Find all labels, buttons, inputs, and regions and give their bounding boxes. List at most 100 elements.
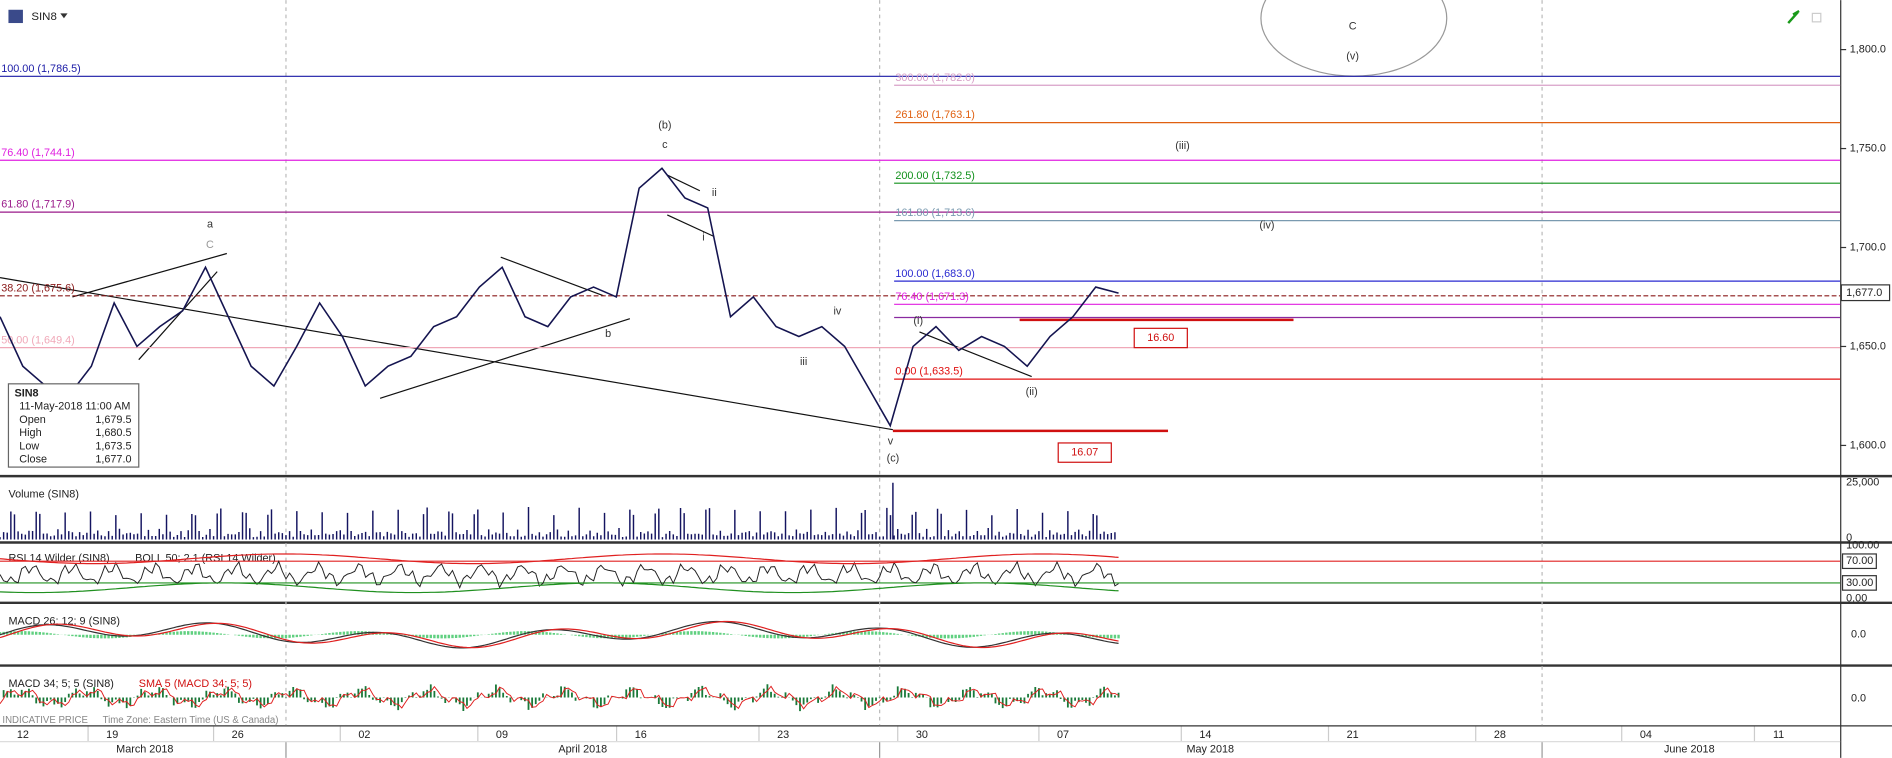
macd-line	[0, 620, 1119, 649]
timezone: Time Zone: Eastern Time (US & Canada)	[103, 715, 279, 726]
fib-level-label: 76.40 (1,744.1)	[1, 147, 75, 159]
fib-level-label: 300.00 (1,782.0)	[895, 72, 975, 84]
symbol-icon[interactable]	[8, 9, 23, 24]
boll-lower	[0, 582, 1119, 594]
fib-level-label: 261.80 (1,763.1)	[895, 109, 975, 121]
trend-lines	[0, 174, 1032, 431]
x-month-label: April 2018	[558, 743, 607, 755]
level-box-label: 16.07	[1071, 446, 1098, 458]
symbol-selector[interactable]: SIN8	[31, 11, 56, 23]
month-dividers	[285, 0, 1543, 726]
price-line	[0, 167, 1119, 428]
price-tick-label: 1,750.0	[1850, 142, 1886, 154]
x-day-label: 16	[635, 729, 647, 741]
x-day-label: 07	[1057, 729, 1069, 741]
ohlc-box	[7, 383, 140, 468]
wave-label: iii	[800, 356, 807, 368]
x-day-label: 04	[1640, 729, 1652, 741]
price-tick-label: 1,700.0	[1850, 241, 1886, 253]
price-tick-label: 1,600.0	[1850, 439, 1886, 451]
x-day-label: 30	[916, 729, 928, 741]
panel-overlay-title: SMA 5 (MACD 34; 5; 5)	[139, 678, 252, 690]
ohlc-field: Low	[19, 440, 39, 452]
panel-axis-label: 0.00	[1846, 592, 1867, 604]
x-day-label: 09	[496, 729, 508, 741]
panel-axis-label: 70.00	[1846, 555, 1873, 567]
panel-axis-label: 0	[1846, 532, 1852, 544]
last-price-tag	[1840, 284, 1891, 302]
fib-level-label: 200.00 (1,732.5)	[895, 170, 975, 182]
fib-level-label: 38.20 (1,675.6)	[1, 282, 75, 294]
x-month-label: May 2018	[1186, 743, 1234, 755]
ohlc-value: 1,673.5	[95, 440, 131, 452]
wave-label: (b)	[658, 119, 671, 131]
x-day-label: 02	[358, 729, 370, 741]
fib-level-label: 76.40 (1,671.3)	[895, 291, 969, 303]
wave-label: (i)	[913, 315, 923, 327]
ohlc-value: 1,677.0	[95, 454, 131, 466]
wave-label: a	[207, 218, 214, 230]
panel-title: MACD 34; 5; 5 (SIN8)	[8, 678, 113, 690]
wave-label: iv	[833, 305, 841, 317]
panel-title: MACD 26; 12; 9 (SIN8)	[8, 615, 120, 627]
wave-label: C	[1349, 21, 1357, 33]
x-month-label: June 2018	[1664, 743, 1715, 755]
draw-tool-icon[interactable]	[1787, 9, 1800, 24]
volume-bars	[0, 482, 1116, 540]
fib-level-label: 100.00 (1,786.5)	[1, 63, 81, 75]
panel-axis-label: 0.0	[1851, 629, 1866, 641]
panel-axis-label: 30.00	[1846, 577, 1873, 589]
wave-label: (iii)	[1175, 140, 1189, 152]
x-day-label: 12	[17, 729, 29, 741]
x-month-label: March 2018	[116, 743, 173, 755]
x-day-label: 21	[1347, 729, 1359, 741]
level-box-label: 16.60	[1147, 332, 1174, 344]
level-box	[1057, 442, 1112, 463]
wave-label: C	[206, 239, 214, 251]
ohlc-symbol: SIN8	[14, 387, 38, 399]
x-day-label: 23	[777, 729, 789, 741]
wave-label: (c)	[887, 452, 900, 464]
rsi-line	[0, 560, 1119, 590]
fib-level-label: 100.00 (1,683.0)	[895, 268, 975, 280]
wave-label: i	[702, 232, 704, 244]
x-day-label: 14	[1199, 729, 1211, 741]
ohlc-value: 1,679.5	[95, 414, 131, 426]
x-day-label: 11	[1773, 729, 1784, 741]
panel-axis-label: 25,000	[1846, 477, 1879, 489]
panel-title: Volume (SIN8)	[8, 489, 79, 501]
macd-signal	[0, 620, 1119, 649]
x-day-label: 26	[232, 729, 244, 741]
dropdown-arrow[interactable]	[60, 13, 68, 19]
wave-label: (iv)	[1259, 220, 1274, 232]
x-day-label: 28	[1494, 729, 1506, 741]
wave-label: b	[605, 328, 611, 340]
footer-note: INDICATIVE PRICE	[2, 715, 88, 726]
ohlc-field: High	[19, 427, 41, 439]
boll-upper	[0, 553, 1119, 565]
axis-tag	[1841, 575, 1877, 591]
wave-label: c	[662, 139, 668, 151]
ohlc-datetime: 11-May-2018 11:00 AM	[19, 401, 130, 413]
price-tick-label: 1,650.0	[1850, 340, 1886, 352]
panel-axis-label: 100.00	[1846, 539, 1879, 551]
fib-level-label: 50.00 (1,649.4)	[1, 334, 75, 346]
ohlc-field: Open	[19, 414, 46, 426]
x-day-label: 19	[106, 729, 118, 741]
last-price: 1,677.0	[1846, 287, 1882, 299]
price-tick-label: 1,800.0	[1850, 43, 1886, 55]
wave-label: ii	[712, 187, 717, 199]
macd2-sma	[0, 685, 1119, 710]
month-separators	[0, 740, 1841, 758]
ohlc-value: 1,680.5	[95, 427, 131, 439]
wave-label: v	[888, 436, 894, 448]
fib-level-label: 0.00 (1,633.5)	[895, 366, 963, 378]
fib-level-label: 61.80 (1,717.9)	[1, 199, 75, 211]
panel-button[interactable]	[1811, 12, 1822, 23]
macd2-hist	[2, 684, 1120, 712]
wave-label: (v)	[1346, 51, 1359, 63]
panel-axis-label: 0.0	[1851, 693, 1866, 705]
wave-label: (ii)	[1026, 386, 1038, 398]
axis-tag	[1841, 553, 1877, 570]
